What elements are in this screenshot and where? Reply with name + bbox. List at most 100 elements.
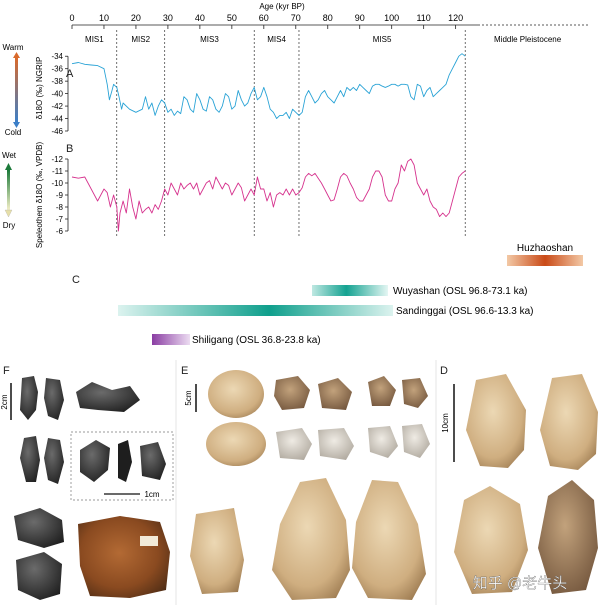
age-tick-label: 50 [227, 13, 237, 23]
x-axis-title: Age (kyr BP) [259, 2, 305, 11]
artifact-f3-front [20, 436, 40, 482]
range-label-sandinggai: Sandinggai (OSL 96.6-13.3 ka) [396, 306, 534, 317]
range-bar-sandinggai [118, 305, 393, 316]
series-speleothem-line [71, 158, 466, 232]
warm-label: Warm [2, 43, 23, 52]
artifact-f6-tag [140, 536, 158, 546]
mis-label: MIS4 [267, 35, 286, 44]
scale-label-5cm: 5cm [184, 390, 193, 405]
age-tick-label: 0 [69, 13, 74, 23]
panel-a-ngrip: A -34 -36 -38 -40 -42 -44 -46 δ18O (‰) NGRIP W… [2, 43, 466, 137]
artifact-f5-bottom [16, 552, 62, 600]
wet-dry-gradient-bar [7, 170, 10, 210]
panel-e-artifacts: E 5cm [175, 360, 430, 605]
age-tick-label: 100 [384, 13, 399, 23]
y-tick-label: -11 [52, 167, 64, 176]
cold-arrow-icon [13, 122, 20, 128]
age-tick-label: 110 [416, 13, 430, 23]
range-label-huzhaoshan: Huzhaoshan [517, 243, 573, 254]
artifact-e1-bottom [206, 422, 266, 466]
mis-label: MIS1 [85, 35, 104, 44]
y-tick-label: -40 [51, 90, 63, 99]
range-bar-huzhaoshan [507, 255, 583, 266]
panel-d-label: D [440, 365, 448, 377]
range-bar-wuyashan [312, 285, 388, 296]
mis-label: MIS3 [200, 35, 219, 44]
y-tick-label: -9 [56, 191, 64, 200]
artifact-e2-a [274, 376, 310, 410]
artifact-f1-front [20, 376, 38, 420]
artifact-e1-top [208, 370, 264, 418]
age-tick-label: 120 [448, 13, 463, 23]
scale-label-10cm: 10cm [441, 413, 450, 433]
artifact-f5-top [14, 508, 64, 548]
age-axis: Age (kyr BP) 0 10 20 30 40 50 60 70 80 90 100 110 12… [69, 2, 590, 29]
artifact-f4-b [118, 440, 132, 482]
panel-f-label: F [3, 365, 10, 377]
scale-label-1cm: 1cm [144, 490, 159, 499]
age-tick-label: 70 [291, 13, 301, 23]
artifact-d1-back [540, 374, 598, 470]
artifact-f1-back [44, 378, 64, 420]
series-ngrip-line [71, 53, 466, 119]
artifact-f6-cobble [78, 516, 170, 598]
watermark-text: 知乎 @老牛头 [473, 575, 567, 592]
artifact-e4-b [318, 428, 354, 460]
artifact-e7-handaxe-back [352, 480, 426, 600]
warm-arrow-icon [13, 52, 20, 58]
age-tick-label: 80 [323, 13, 333, 23]
range-label-shiligang: Shiligang (OSL 36.8-23.8 ka) [192, 335, 321, 346]
panel-a-label: A [66, 68, 74, 80]
artifact-e3-a [368, 376, 396, 406]
artifact-e3-b [402, 378, 428, 408]
y-tick-label: -36 [51, 65, 63, 74]
age-tick-label: 90 [355, 13, 365, 23]
y-tick-label: -6 [56, 227, 64, 236]
panel-b-speleothem: B -12 -11 -10 -9 -8 -7 -6 Speleothem δ18O (‰, … [2, 142, 466, 249]
age-tick-label: 20 [131, 13, 141, 23]
panel-c-label: C [72, 274, 80, 286]
speleothem-y-axis-title: Speleothem δ18O (‰, VPDB) [35, 142, 44, 249]
speleothem-y-axis: -12 -11 -10 -9 -8 -7 -6 [51, 155, 69, 236]
mis-label: Middle Pleistocene [494, 35, 562, 44]
artifact-d2-front [454, 486, 528, 594]
panel-d-artifacts: D 10cm 知乎 @老牛头 [435, 360, 598, 605]
ngrip-y-axis-title: δ18O (‰) NGRIP [35, 57, 44, 120]
cold-label: Cold [5, 128, 21, 137]
artifact-f4-a [80, 440, 110, 482]
y-tick-label: -10 [51, 179, 63, 188]
range-bar-shiligang [152, 334, 190, 345]
artifact-f3-back [44, 438, 64, 484]
artifact-e4-a [276, 428, 312, 460]
y-tick-label: -8 [56, 203, 64, 212]
dry-label: Dry [3, 221, 15, 230]
mis-label: MIS5 [373, 35, 392, 44]
artifact-e5-b [402, 424, 430, 458]
panel-e-label: E [181, 365, 188, 377]
mis-stages: MIS1 MIS2 MIS3 MIS4 MIS5 Middle Pleistocene [85, 30, 562, 238]
artifact-e5-a [368, 426, 398, 458]
artifact-d2-back [538, 480, 598, 594]
ngrip-y-axis: -34 -36 -38 -40 -42 -44 -46 [51, 52, 69, 136]
artifact-e6-cleaver [190, 508, 244, 594]
y-tick-label: -12 [51, 155, 63, 164]
artifact-e2-b [318, 378, 352, 410]
range-label-wuyashan: Wuyashan (OSL 96.8-73.1 ka) [393, 286, 528, 297]
age-tick-label: 40 [195, 13, 205, 23]
y-tick-label: -7 [56, 215, 64, 224]
scale-label-2cm: 2cm [0, 394, 9, 409]
artifact-e7-handaxe-front [272, 478, 350, 600]
age-tick-label: 30 [163, 13, 173, 23]
wet-label: Wet [2, 151, 17, 160]
y-tick-label: -44 [51, 115, 63, 124]
y-tick-label: -34 [51, 52, 63, 61]
y-tick-label: -46 [51, 127, 63, 136]
panel-c-site-ranges: C Huzhaoshan Wuyashan (OSL 96.8-73.1 ka)… [72, 243, 583, 346]
age-tick-label: 60 [259, 13, 269, 23]
wet-arrow-icon [5, 163, 12, 170]
warm-cold-gradient-bar [15, 58, 18, 122]
artifact-f4-c [140, 442, 166, 480]
age-ticks: 0 10 20 30 40 50 60 70 80 90 100 110 120 [69, 13, 463, 29]
dry-arrow-icon [4, 209, 13, 218]
